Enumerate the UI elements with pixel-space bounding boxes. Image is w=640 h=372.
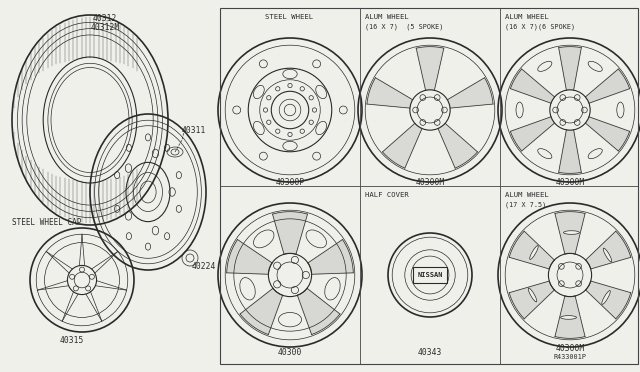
Ellipse shape	[324, 278, 340, 300]
Polygon shape	[509, 231, 554, 269]
Text: R433001P: R433001P	[554, 354, 586, 360]
Polygon shape	[308, 240, 353, 274]
Polygon shape	[383, 124, 422, 168]
Text: 40300P: 40300P	[275, 178, 305, 187]
Ellipse shape	[564, 231, 579, 234]
Polygon shape	[510, 69, 555, 103]
Polygon shape	[586, 281, 631, 319]
Polygon shape	[555, 296, 585, 338]
Text: STEEL WHEEL: STEEL WHEEL	[265, 14, 313, 20]
Polygon shape	[298, 288, 340, 334]
Text: ALUM WHEEL: ALUM WHEEL	[505, 14, 548, 20]
Text: (16 X 7)(6 SPOKE): (16 X 7)(6 SPOKE)	[505, 23, 575, 29]
Polygon shape	[447, 78, 493, 108]
Ellipse shape	[561, 316, 577, 319]
Text: ALUM WHEEL: ALUM WHEEL	[505, 192, 548, 198]
Polygon shape	[273, 212, 307, 254]
Bar	[220, 8, 638, 364]
Text: (16 X 7)  (5 SPOKE): (16 X 7) (5 SPOKE)	[365, 23, 444, 29]
Text: (17 X 7.5): (17 X 7.5)	[505, 201, 547, 208]
Ellipse shape	[253, 230, 274, 248]
Text: 40343: 40343	[418, 348, 442, 357]
Polygon shape	[367, 78, 413, 108]
Ellipse shape	[528, 288, 537, 302]
Text: ALUM WHEEL: ALUM WHEEL	[365, 14, 409, 20]
Ellipse shape	[306, 230, 326, 248]
Text: 40224: 40224	[192, 262, 216, 271]
Ellipse shape	[604, 248, 612, 262]
Polygon shape	[586, 117, 630, 151]
Polygon shape	[559, 130, 581, 173]
Text: STEEL WHEEL CAP: STEEL WHEEL CAP	[12, 218, 81, 227]
Text: 40311: 40311	[182, 126, 206, 135]
Polygon shape	[586, 69, 630, 103]
Polygon shape	[227, 240, 272, 274]
Text: HALF COVER: HALF COVER	[365, 192, 409, 198]
Polygon shape	[240, 288, 283, 334]
Polygon shape	[510, 117, 555, 151]
Ellipse shape	[530, 246, 538, 259]
Text: NISSAN: NISSAN	[417, 272, 443, 278]
Text: 40300M: 40300M	[556, 344, 584, 353]
Polygon shape	[438, 124, 477, 168]
Ellipse shape	[602, 291, 611, 304]
Text: 40300M: 40300M	[556, 178, 584, 187]
Polygon shape	[559, 46, 581, 90]
Text: 40300: 40300	[278, 348, 302, 357]
Polygon shape	[509, 281, 554, 319]
Bar	[413, 267, 447, 283]
Ellipse shape	[240, 278, 255, 300]
Text: 40315: 40315	[60, 336, 84, 345]
Text: 40312M: 40312M	[90, 23, 120, 32]
Polygon shape	[555, 212, 585, 254]
Ellipse shape	[278, 312, 301, 327]
Text: 40312: 40312	[93, 14, 117, 23]
Polygon shape	[416, 46, 444, 90]
Polygon shape	[586, 231, 631, 269]
Text: 40300M: 40300M	[415, 178, 445, 187]
